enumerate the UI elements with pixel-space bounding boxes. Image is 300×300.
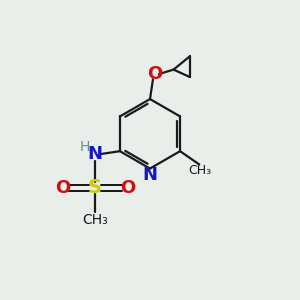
Text: CH₃: CH₃ — [188, 164, 212, 177]
Text: H: H — [80, 140, 90, 154]
Text: S: S — [88, 178, 102, 197]
Text: O: O — [55, 179, 70, 197]
Text: N: N — [87, 145, 102, 163]
Text: CH₃: CH₃ — [82, 213, 108, 227]
Text: O: O — [147, 65, 162, 83]
Text: N: N — [142, 166, 158, 184]
Text: O: O — [120, 179, 135, 197]
